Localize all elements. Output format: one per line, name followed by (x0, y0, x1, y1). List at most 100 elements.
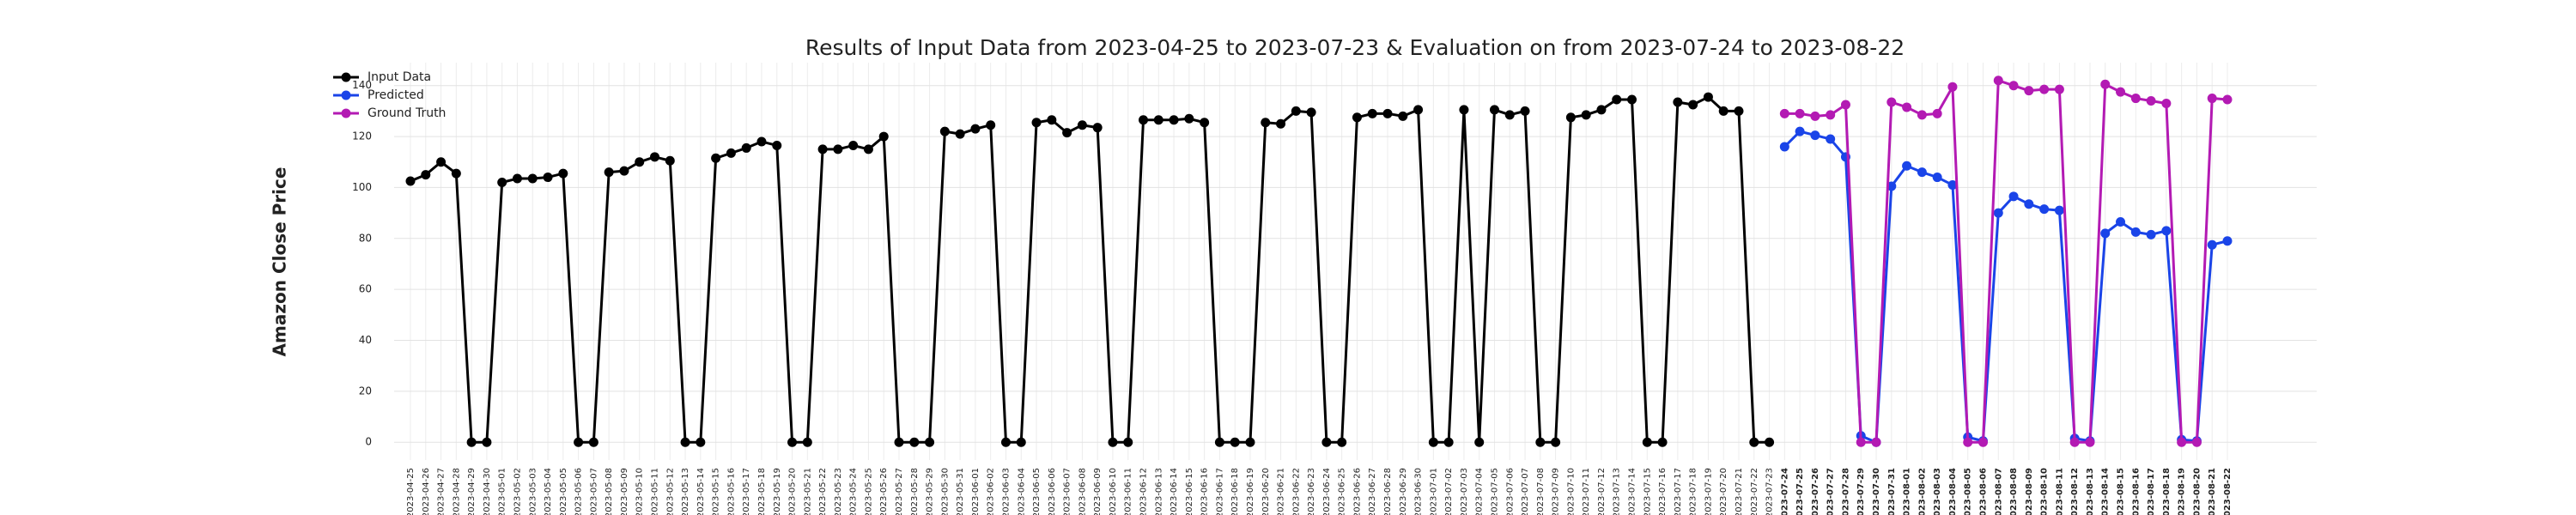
data-point (2130, 227, 2141, 237)
data-point (1749, 437, 1759, 447)
x-tick-label: 2023-06-06 (1048, 468, 1057, 515)
data-point (619, 166, 629, 176)
data-point (848, 140, 859, 150)
legend-marker (341, 72, 351, 82)
x-tick-label: 2023-06-27 (1368, 468, 1377, 515)
x-tick-label: 2023-05-21 (803, 468, 812, 515)
data-point (1382, 108, 1393, 118)
x-tick-label: 2023-08-19 (2178, 468, 2187, 515)
x-tick-label: 2023-07-29 (1856, 468, 1866, 515)
data-point (650, 152, 660, 162)
legend-marker (341, 108, 351, 118)
x-tick-label: 2023-06-03 (1001, 468, 1011, 515)
chart-title: Results of Input Data from 2023-04-25 to… (805, 35, 1905, 60)
x-tick-label: 2023-07-01 (1429, 468, 1438, 515)
x-tick-label: 2023-04-28 (452, 468, 461, 515)
data-point (1612, 94, 1622, 105)
x-tick-label: 2023-07-15 (1643, 468, 1652, 515)
data-point (756, 136, 767, 147)
y-tick-label: 60 (359, 283, 372, 295)
x-tick-label: 2023-05-01 (498, 468, 507, 515)
x-tick-label: 2023-06-11 (1124, 468, 1133, 515)
data-point (1520, 106, 1530, 116)
x-tick-label: 2023-05-13 (681, 468, 690, 515)
x-tick-label: 2023-08-11 (2055, 468, 2064, 515)
data-point (1398, 111, 1408, 121)
data-point (1932, 108, 1942, 118)
data-point (1779, 142, 1789, 152)
data-point (1092, 123, 1103, 133)
data-point (2222, 236, 2233, 246)
data-point (2085, 437, 2095, 447)
data-point (1031, 118, 1042, 128)
data-point (1886, 181, 1897, 191)
x-tick-label: 2023-07-11 (1582, 468, 1591, 515)
data-point (1139, 115, 1149, 125)
data-point (680, 437, 690, 447)
x-tick-label: 2023-07-24 (1780, 468, 1789, 515)
data-point (1428, 437, 1438, 447)
x-tick-label: 2023-05-12 (665, 468, 675, 515)
x-tick-label: 2023-06-21 (1277, 468, 1286, 515)
data-point (1153, 115, 1163, 125)
data-point (711, 153, 721, 163)
data-point (1474, 437, 1485, 447)
data-point (1688, 100, 1698, 110)
x-tick-label: 2023-06-30 (1414, 468, 1424, 515)
data-point (1871, 437, 1881, 447)
data-point (2161, 98, 2172, 108)
x-tick-label: 2023-07-20 (1719, 468, 1728, 515)
data-point (604, 167, 614, 178)
data-point (588, 437, 598, 447)
data-point (1321, 437, 1332, 447)
data-point (2222, 94, 2233, 105)
data-point (1276, 118, 1286, 129)
data-point (955, 129, 965, 139)
data-point (817, 144, 828, 154)
x-tick-label: 2023-05-08 (605, 468, 614, 515)
x-tick-label: 2023-06-15 (1185, 468, 1194, 515)
x-tick-label: 2023-04-26 (422, 468, 431, 515)
data-point (894, 437, 904, 447)
data-point (1627, 94, 1637, 105)
x-tick-label: 2023-05-04 (544, 468, 553, 515)
data-point (1230, 437, 1240, 447)
data-point (1581, 110, 1591, 120)
data-point (1443, 437, 1454, 447)
data-point (1886, 97, 1897, 107)
x-tick-label: 2023-07-19 (1704, 468, 1713, 515)
x-tick-label: 2023-07-05 (1490, 468, 1499, 515)
data-point (2054, 205, 2064, 215)
data-point (497, 177, 507, 187)
x-tick-label: 2023-08-10 (2040, 468, 2050, 515)
x-tick-label: 2023-07-26 (1811, 468, 1820, 515)
data-point (833, 144, 843, 154)
data-point (512, 173, 522, 184)
data-point (772, 140, 782, 150)
x-tick-label: 2023-07-18 (1689, 468, 1698, 515)
data-point (574, 437, 584, 447)
data-point (909, 437, 920, 447)
x-tick-label: 2023-08-17 (2147, 468, 2156, 515)
data-point (2177, 437, 2187, 447)
x-tick-label: 2023-07-23 (1765, 468, 1775, 515)
x-tick-label: 2023-05-29 (926, 468, 935, 515)
data-point (1062, 128, 1072, 138)
x-tick-label: 2023-04-30 (483, 468, 492, 515)
data-point (1795, 108, 1805, 118)
data-point (741, 142, 751, 153)
data-point (1337, 437, 1347, 447)
x-tick-label: 2023-07-03 (1460, 468, 1469, 515)
x-tick-label: 2023-06-05 (1032, 468, 1042, 515)
data-point (1902, 161, 1912, 171)
data-point (726, 148, 736, 158)
x-tick-label: 2023-08-15 (2117, 468, 2126, 515)
x-tick-label: 2023-07-14 (1628, 468, 1637, 515)
x-tick-label: 2023-06-20 (1261, 468, 1271, 515)
x-tick-label: 2023-07-25 (1795, 468, 1805, 515)
x-tick-label: 2023-06-07 (1063, 468, 1072, 515)
x-tick-label: 2023-08-22 (2223, 468, 2233, 515)
x-tick-label: 2023-05-24 (849, 468, 859, 515)
x-tick-label: 2023-05-07 (589, 468, 598, 515)
